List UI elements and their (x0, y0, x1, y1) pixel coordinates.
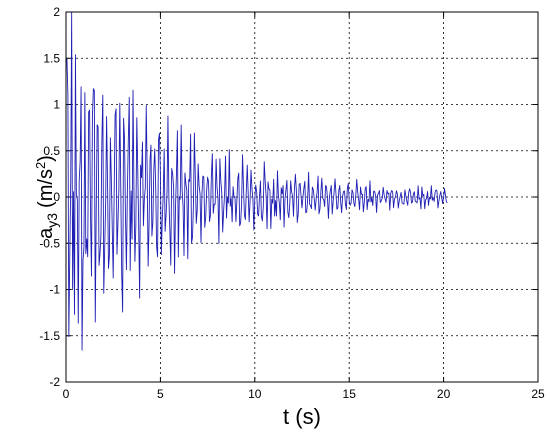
x-tick-label: 0 (63, 387, 70, 401)
y-axis-title-unit-close: ) (35, 155, 57, 162)
series-layer (66, 11, 448, 351)
plot-border (65, 11, 539, 383)
x-tick-label: 10 (248, 387, 262, 401)
y-axis-title-unit: (m/s (35, 169, 57, 208)
y-tick-label: 1 (53, 98, 60, 112)
axis-ticks: 0 5 10 15 20 25 2 1.5 1 0.5 0 -0.5 -1 -1.5 -2 (39, 5, 545, 401)
y-tick-label: 2 (53, 5, 60, 19)
y-tick-label: 1.5 (43, 51, 60, 65)
y-tick-label: -1.5 (39, 329, 60, 343)
y-axis-title-unit-exponent: 2 (33, 162, 48, 169)
y-tick-label: -0.5 (39, 236, 60, 250)
y-tick-label: 0.5 (43, 144, 60, 158)
y-axis-title-subscript: y3 (44, 213, 60, 228)
series-line (66, 11, 448, 351)
y-axis-title-base: a (35, 227, 57, 239)
x-tick-label: 25 (531, 387, 545, 401)
y-tick-label: -1 (49, 283, 60, 297)
y-tick-label: -2 (49, 375, 60, 389)
x-tick-label: 15 (343, 387, 357, 401)
x-tick-label: 20 (437, 387, 451, 401)
y-tick-label: 0 (53, 190, 60, 204)
y-axis-title: ay3 (m/s2) (33, 155, 60, 239)
x-axis-title: t (s) (283, 404, 321, 429)
x-tick-label: 5 (157, 387, 164, 401)
